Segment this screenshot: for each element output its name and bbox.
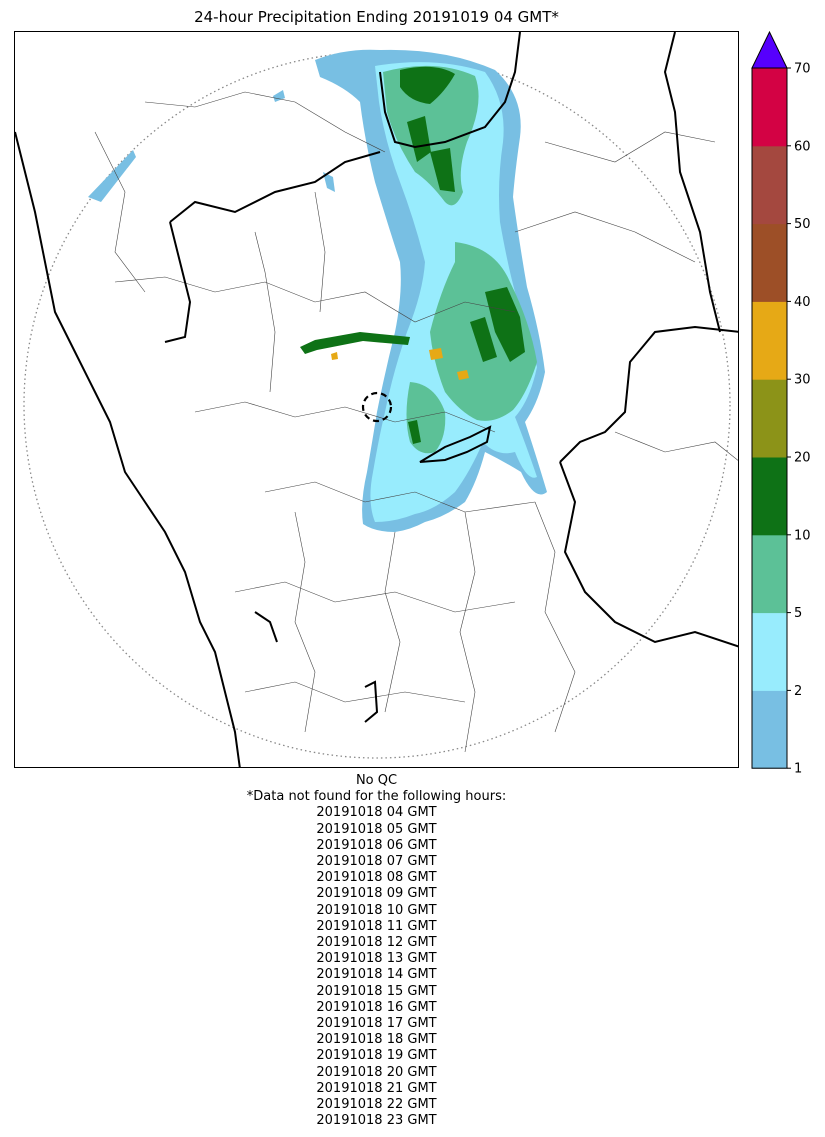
qc-note: No QC xyxy=(355,773,398,788)
colorbar-tick-label: 60 xyxy=(794,139,811,154)
map-canvas xyxy=(15,32,738,767)
colorbar-tick-label: 5 xyxy=(794,606,802,621)
colorbar-bin-40-50 xyxy=(752,223,787,302)
colorbar-tick-label: 50 xyxy=(794,217,811,232)
precip-10-20-north2 xyxy=(407,116,431,162)
state-boundaries xyxy=(15,32,738,767)
colorbar-extend-arrow xyxy=(751,30,788,69)
precipitation-colorbar: 1 2 5 10 20 30 40 50 60 70 xyxy=(751,30,811,776)
precip-10-20-south xyxy=(408,420,421,444)
colorbar-tick-label: 10 xyxy=(794,528,811,543)
missing-hour-item: 20191018 08 GMT xyxy=(316,870,437,886)
colorbar-tick-label: 20 xyxy=(794,451,811,466)
radar-site-marker xyxy=(361,391,393,423)
missing-hour-item: 20191018 09 GMT xyxy=(316,886,437,902)
missing-hour-item: 20191018 21 GMT xyxy=(316,1080,437,1096)
colorbar-tick-label: 30 xyxy=(794,373,811,388)
colorbar-bin-50-60 xyxy=(752,145,787,225)
precip-10-20-mid2 xyxy=(470,317,497,362)
missing-hour-item: 20191018 18 GMT xyxy=(316,1032,437,1048)
missing-data-note: *Data not found for the following hours: xyxy=(246,789,507,805)
precipitation-map[interactable] xyxy=(14,31,739,768)
colorbar-tick-label: 2 xyxy=(794,684,802,699)
missing-hour-item: 20191018 23 GMT xyxy=(316,1113,437,1129)
missing-hour-item: 20191018 16 GMT xyxy=(316,999,437,1015)
colorbar-bin-30-40 xyxy=(752,301,787,380)
precip-10-20-band xyxy=(300,332,410,354)
colorbar-bin-10-20 xyxy=(752,457,787,536)
precipitation-field xyxy=(88,49,547,532)
colorbar-outline xyxy=(751,67,788,769)
footer-notes: No QC *Data not found for the following … xyxy=(14,773,739,1129)
precip-1-2-nw xyxy=(88,150,136,202)
missing-hour-item: 20191018 22 GMT xyxy=(316,1097,437,1113)
precip-10-20-mid xyxy=(485,287,525,362)
missing-hour-item: 20191018 04 GMT xyxy=(316,805,437,821)
colorbar-bin-1-2 xyxy=(752,690,787,769)
missing-hour-item: 20191018 12 GMT xyxy=(316,935,437,951)
missing-hour-item: 20191018 20 GMT xyxy=(316,1064,437,1080)
colorbar-bin-5-10 xyxy=(752,534,787,614)
missing-hour-item: 20191018 06 GMT xyxy=(316,837,437,853)
precip-1-2-w xyxy=(273,90,285,102)
colorbar-bin-60-70 xyxy=(752,68,787,147)
missing-hour-item: 20191018 19 GMT xyxy=(316,1048,437,1064)
missing-hour-item: 20191018 17 GMT xyxy=(316,1016,437,1032)
missing-hours-list: 20191018 04 GMT 20191018 05 GMT 20191018 0… xyxy=(14,805,739,1129)
missing-hour-item: 20191018 05 GMT xyxy=(316,821,437,837)
district-boundaries xyxy=(94,91,738,753)
precip-10-20-north xyxy=(400,66,455,104)
radar-range-ring xyxy=(23,51,731,759)
colorbar-tick-label: 1 xyxy=(794,762,802,776)
colorbar-tick-label: 40 xyxy=(794,295,811,310)
missing-hour-item: 20191018 10 GMT xyxy=(316,902,437,918)
missing-hour-item: 20191018 13 GMT xyxy=(316,951,437,967)
precip-5-10 xyxy=(383,65,479,206)
precip-30-40-cells xyxy=(331,348,469,380)
missing-hour-item: 20191018 15 GMT xyxy=(316,983,437,999)
map-title: 24-hour Precipitation Ending 20191019 04… xyxy=(194,8,559,26)
colorbar-bin-2-5 xyxy=(752,612,787,691)
precip-1-2-w2 xyxy=(323,172,335,192)
missing-hour-item: 20191018 14 GMT xyxy=(316,967,437,983)
missing-hour-item: 20191018 07 GMT xyxy=(316,854,437,870)
colorbar-bin-20-30 xyxy=(752,379,787,458)
precip-10-20-north3 xyxy=(430,148,455,192)
colorbar-tick-label: 70 xyxy=(794,62,811,77)
missing-hour-item: 20191018 11 GMT xyxy=(316,918,437,934)
